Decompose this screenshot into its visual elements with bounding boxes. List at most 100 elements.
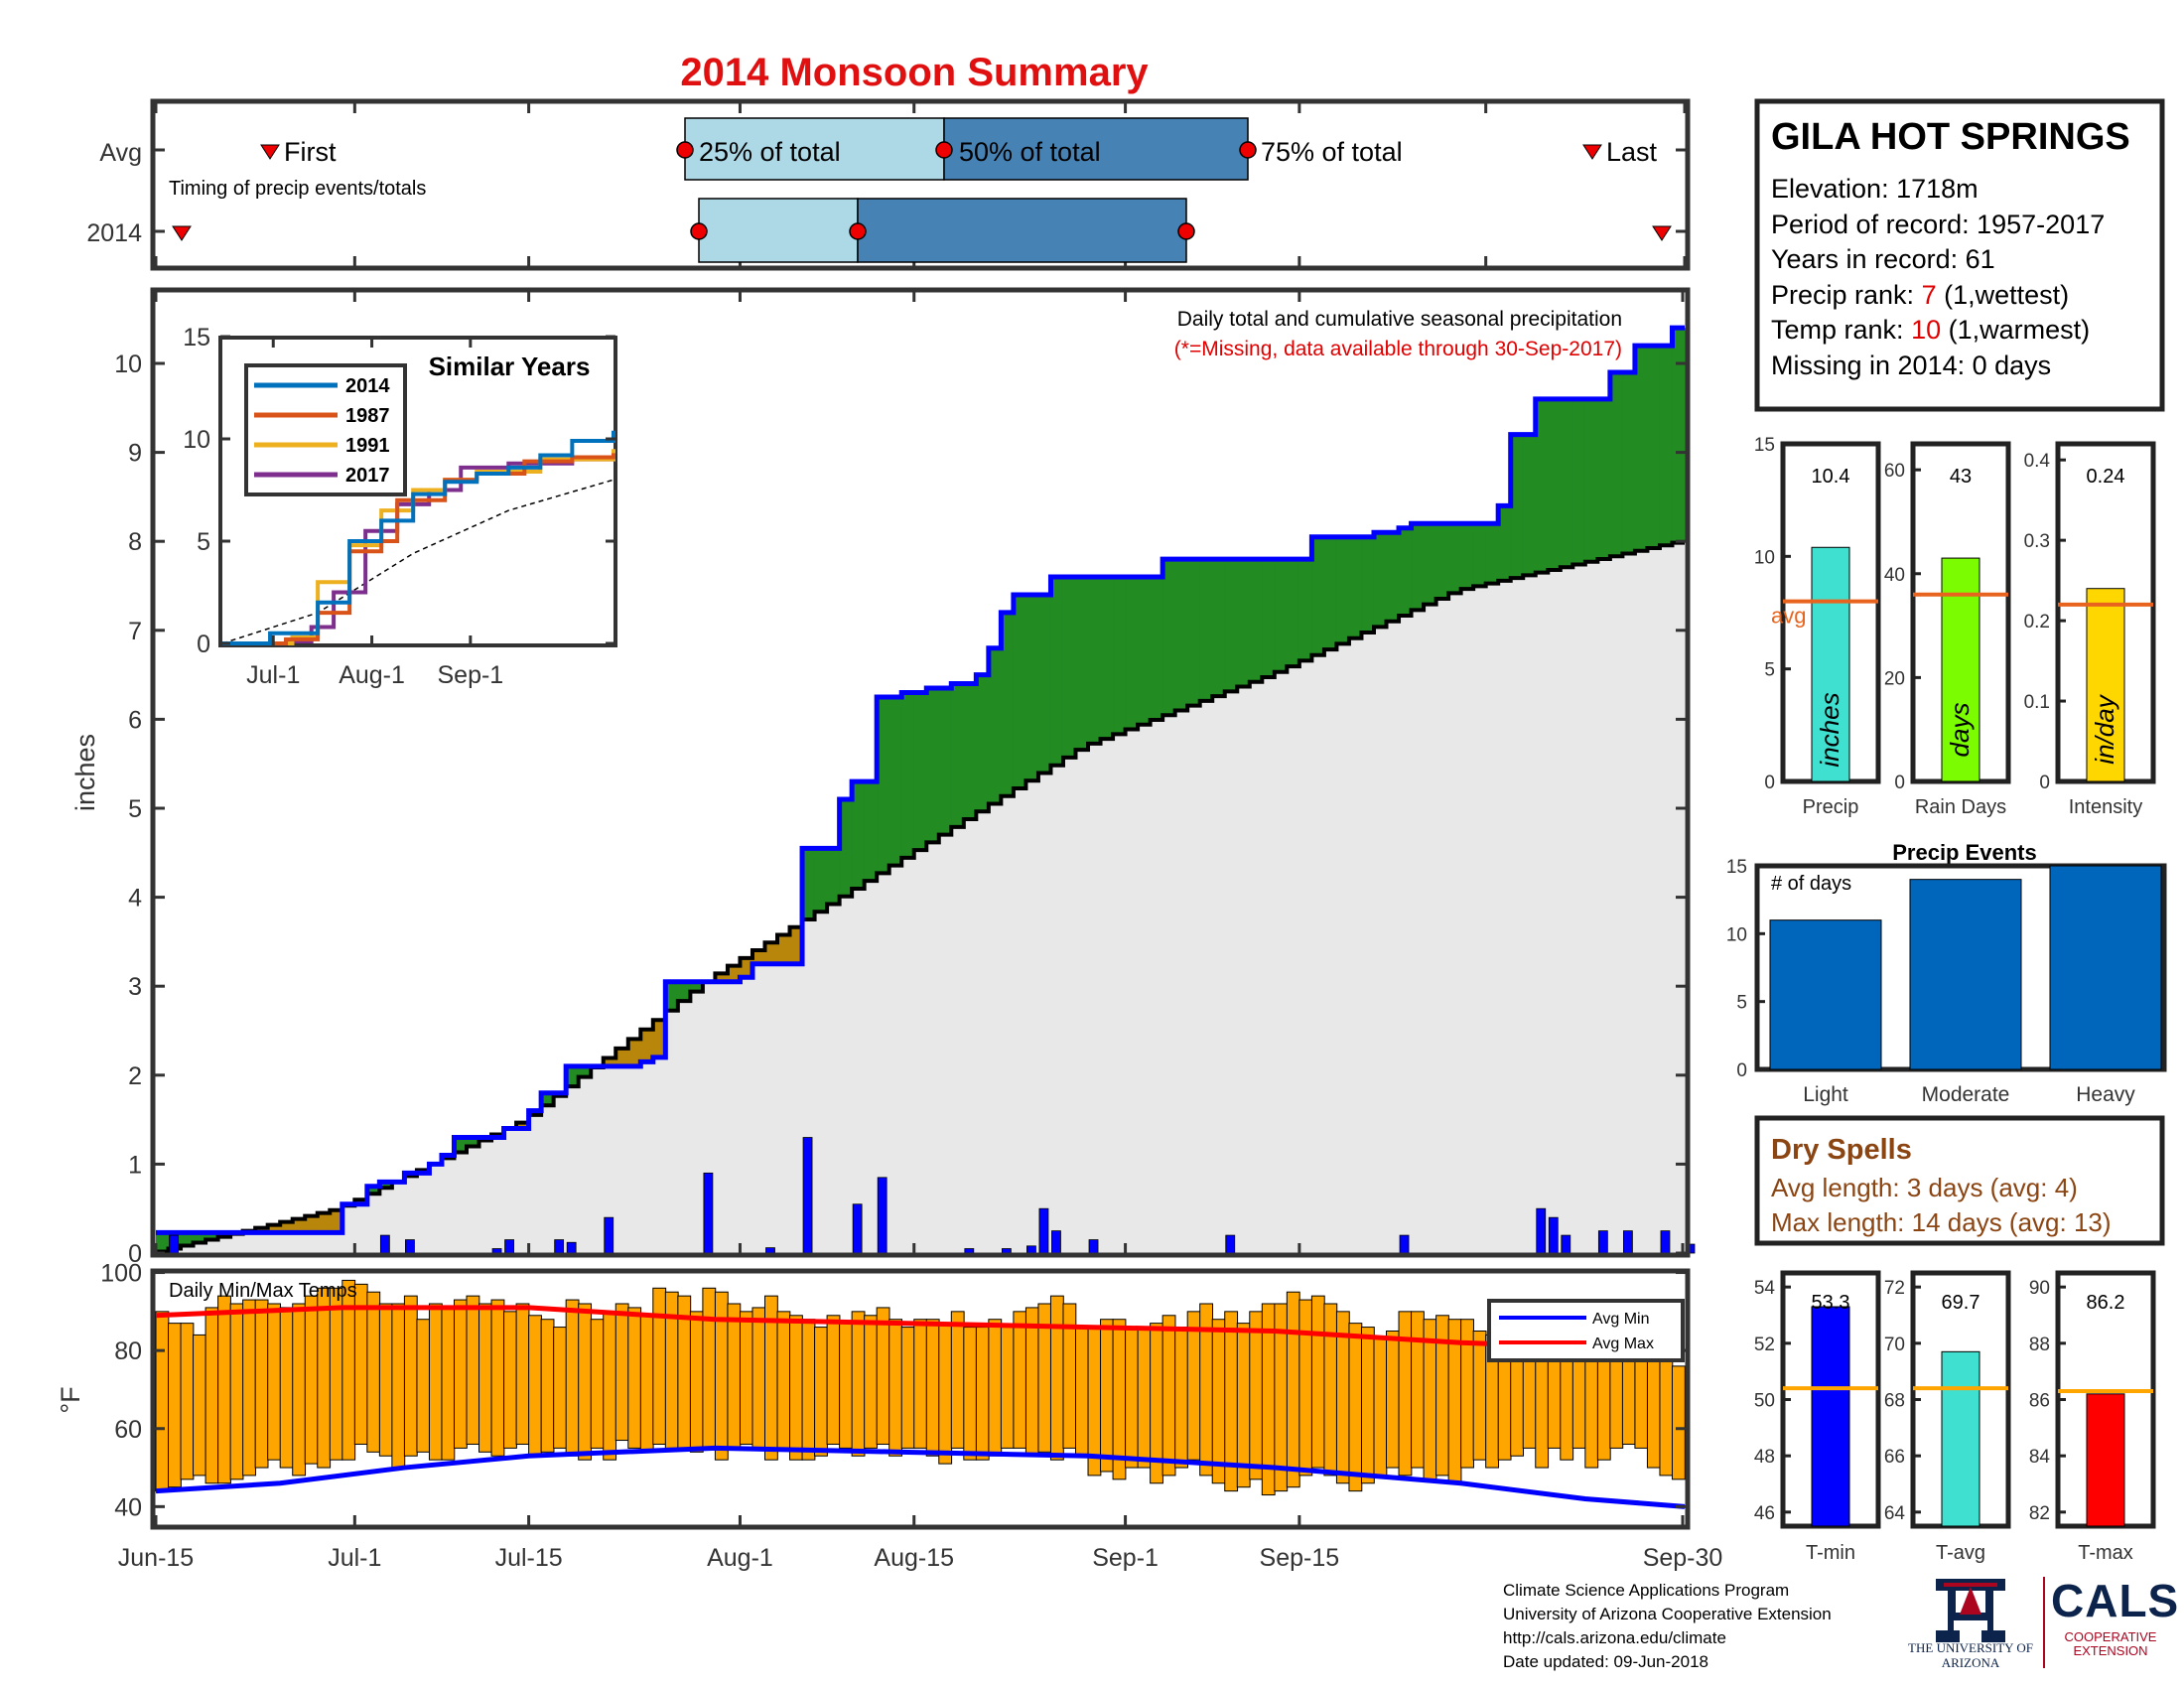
avg-last-triangle <box>1582 144 1602 160</box>
daily-temp-bar <box>441 1307 456 1461</box>
surplus-segment <box>1448 523 1462 594</box>
precip-unit: inches <box>1815 692 1844 767</box>
y-tick-label: 0 <box>128 1240 142 1268</box>
surplus-segment <box>467 1137 480 1147</box>
similar-years-inset: 0 5 10 15 Jul-1 Aug-1 Sep-1 Similar Years 2014… <box>183 324 617 689</box>
tavg-label: T-avg <box>1936 1542 1985 1564</box>
daily-precip-bar <box>1225 1234 1236 1254</box>
daily-precip-bar <box>566 1241 577 1254</box>
tmin-value: 53.3 <box>1812 1292 1850 1314</box>
temp-panel-tick-label: 66 <box>1884 1447 1905 1468</box>
surplus-segment <box>1125 577 1139 730</box>
surplus-segment <box>205 1232 219 1240</box>
daily-temp-bar <box>590 1319 605 1449</box>
temp-panel-tick-label: 72 <box>1884 1278 1905 1299</box>
daily-temp-bar <box>553 1327 567 1449</box>
daily-temp-bar <box>1249 1311 1264 1480</box>
surplus-segment <box>864 781 878 882</box>
daily-temp-bar <box>1024 1307 1039 1457</box>
surplus-segment <box>1113 577 1127 735</box>
surplus-segment <box>1323 536 1338 650</box>
daily-temp-bar <box>515 1303 530 1445</box>
p50-label: 50% of total <box>959 137 1101 167</box>
inset-y-label: 0 <box>197 631 210 658</box>
precip-events-title: Precip Events <box>1892 840 2037 865</box>
small-panel-tick-label: 20 <box>1884 668 1905 689</box>
surplus-segment <box>852 781 866 889</box>
x-tick-label: Jul-1 <box>328 1544 381 1572</box>
footer-line-4: Date updated: 09-Jun-2018 <box>1503 1652 1708 1671</box>
events-tick-label: 0 <box>1736 1060 1747 1081</box>
main-note-2: (*=Missing, data available through 30-Se… <box>1174 338 1622 360</box>
surplus-segment <box>1212 559 1226 697</box>
surplus-segment <box>1424 523 1437 605</box>
daily-precip-bar <box>703 1172 714 1254</box>
x-tick-label: Sep-15 <box>1260 1544 1340 1572</box>
surplus-segment <box>1498 505 1512 581</box>
daily-precip-bar <box>1001 1248 1012 1254</box>
daily-temp-bar <box>217 1295 231 1484</box>
daily-precip-bar <box>765 1247 775 1254</box>
daily-temp-bar <box>1522 1349 1537 1449</box>
x-tick-label: Aug-15 <box>874 1544 954 1572</box>
daily-temp-bar <box>1049 1295 1064 1461</box>
precip-events-chart: Precip Events Light Moderate Heavy 0 5 10 15 #… <box>1726 840 2167 1106</box>
small-panel-tick-label: 15 <box>1754 435 1775 456</box>
daily-precip-bar <box>1088 1239 1099 1254</box>
daily-temp-bar <box>1286 1291 1300 1488</box>
surplus-segment <box>156 1232 170 1252</box>
inset-y-label: 15 <box>183 324 210 352</box>
daily-temp-bar <box>1360 1327 1375 1484</box>
surplus-segment <box>1311 536 1325 655</box>
avg-max-line <box>155 1305 1686 1353</box>
surplus-segment <box>1485 523 1499 584</box>
daily-precip-bar <box>1548 1216 1559 1254</box>
daily-precip-bar <box>1038 1207 1049 1254</box>
footer-line-2: University of Arizona Cooperative Extens… <box>1503 1605 1832 1623</box>
inset-legend-label: 1987 <box>345 405 390 427</box>
surplus-segment <box>1174 559 1188 711</box>
y-tick-label: 1 <box>128 1151 142 1179</box>
daily-temp-bar <box>1386 1331 1400 1469</box>
surplus-segment <box>1075 577 1089 751</box>
avg-p25-marker <box>676 141 694 159</box>
station-elevation: Elevation: 1718m <box>1771 174 1979 204</box>
intensity-value: 0.24 <box>2087 466 2125 488</box>
dry-spells-avg: Avg length: 3 days (avg: 4) <box>1771 1173 2078 1202</box>
daily-precip-bar <box>405 1239 415 1254</box>
daily-temp-bar <box>391 1303 406 1469</box>
surplus-segment <box>1622 371 1636 554</box>
daily-temp-bar <box>789 1315 803 1461</box>
daily-temp-bar <box>826 1315 841 1445</box>
daily-temp-bar <box>329 1287 343 1461</box>
precip-label: Precip <box>1803 796 1859 818</box>
surplus-segment <box>963 683 977 820</box>
temp-panel-tick-label: 90 <box>2029 1278 2050 1299</box>
daily-temp-bar <box>950 1311 965 1449</box>
average-cumulative-area <box>156 542 1685 1253</box>
surplus-segment <box>1224 559 1238 692</box>
daily-temp-bar <box>1087 1327 1102 1477</box>
small-panel-tick-label: 0.2 <box>2024 612 2050 633</box>
deficit-segment <box>727 965 742 982</box>
daily-temp-bar <box>888 1319 903 1457</box>
main-precip-chart: 0 1 2 3 4 5 6 7 8 9 10 inches Daily total and cumu… <box>70 287 1696 1268</box>
daily-temp-bar <box>1323 1303 1338 1477</box>
daily-temp-bar <box>627 1307 642 1449</box>
surplus-segment <box>541 1092 555 1106</box>
surplus-segment <box>877 697 890 874</box>
footer-line-3[interactable]: http://cals.arizona.edu/climate <box>1503 1628 1726 1647</box>
daily-precip-bar <box>877 1177 887 1254</box>
legend-avg-min: Avg Min <box>1592 1311 1650 1328</box>
surplus-segment <box>1435 523 1449 599</box>
daily-temp-bar <box>1671 1365 1686 1480</box>
daily-temp-bar <box>304 1295 319 1465</box>
temp-y-label: 100 <box>100 1260 142 1288</box>
temp-panel-tick-label: 70 <box>1884 1335 1905 1355</box>
year-p50-marker <box>849 222 867 240</box>
intensity-unit: in/day <box>2090 693 2119 764</box>
avg-range-50-75 <box>943 117 1249 181</box>
daily-temp-bar <box>1646 1349 1661 1469</box>
small-panel-tick-label: 0.3 <box>2024 531 2050 552</box>
deficit-segment <box>751 950 766 964</box>
